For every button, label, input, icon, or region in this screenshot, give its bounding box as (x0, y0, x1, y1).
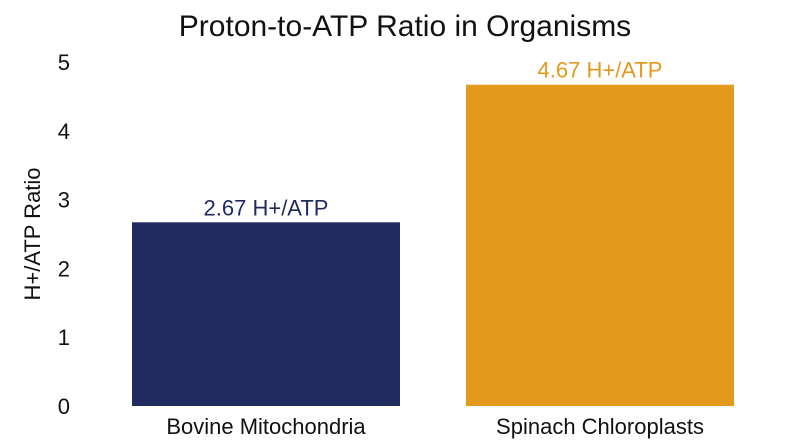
y-axis-label: H+/ATP Ratio (20, 167, 45, 300)
y-tick-label: 4 (58, 119, 70, 144)
y-tick-label: 5 (58, 50, 70, 75)
y-tick-label: 0 (58, 394, 70, 419)
x-axis-category-labels: Bovine Mitochondria Spinach Chloroplasts (166, 414, 704, 439)
y-tick-label: 2 (58, 256, 70, 281)
y-tick-label: 3 (58, 188, 70, 213)
bars (132, 84, 734, 406)
bar-data-label: 4.67 H+/ATP (538, 58, 663, 83)
bar-data-labels: 2.67 H+/ATP 4.67 H+/ATP (204, 58, 663, 221)
y-tick-label: 1 (58, 325, 70, 350)
y-axis-ticks: 0 1 2 3 4 5 (58, 50, 70, 419)
chart-title: Proton-to-ATP Ratio in Organisms (179, 10, 631, 43)
bar-data-label: 2.67 H+/ATP (204, 195, 329, 220)
category-label: Bovine Mitochondria (166, 414, 366, 439)
bar (132, 222, 400, 406)
bar (466, 84, 734, 406)
category-label: Spinach Chloroplasts (496, 414, 704, 439)
